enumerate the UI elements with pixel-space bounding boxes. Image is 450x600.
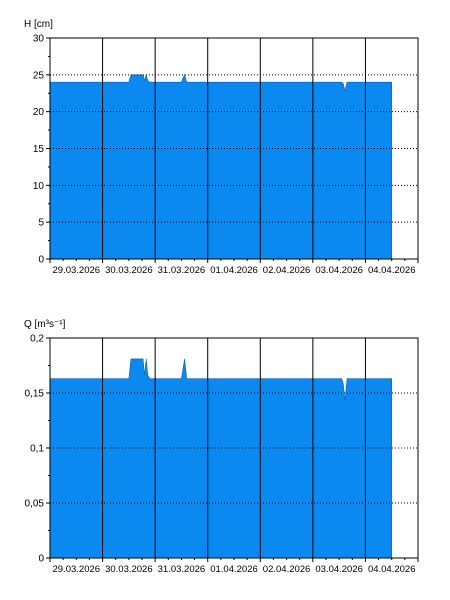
x-tick-label: 30.03.2026 bbox=[105, 265, 153, 276]
water-level-chart: 0 5 10 15 20 25 30 29.03.2026 30.03.2026 31.03.20… bbox=[24, 19, 419, 276]
y-tick-label: 5 bbox=[38, 218, 44, 229]
x-tick-label: 02.04.2026 bbox=[263, 564, 311, 575]
x-tick-label: 03.04.2026 bbox=[315, 564, 363, 575]
x-tick-label: 01.04.2026 bbox=[210, 265, 258, 276]
y-axis-label: H [cm] bbox=[24, 19, 53, 30]
x-tick-label: 31.03.2026 bbox=[158, 265, 206, 276]
y-tick-label: 0 bbox=[38, 554, 44, 565]
discharge-chart: 0 0,05 0,1 0,15 0,2 29.03.2026 30.03.2026 31.03… bbox=[24, 319, 419, 575]
y-tick-label: 0 bbox=[38, 255, 44, 266]
x-tick-label: 31.03.2026 bbox=[158, 564, 206, 575]
x-tick-label: 29.03.2026 bbox=[53, 265, 101, 276]
y-tick-label: 0,2 bbox=[30, 334, 44, 345]
x-tick-label: 29.03.2026 bbox=[53, 564, 101, 575]
series-area bbox=[49, 358, 393, 559]
y-tick-label: 0,15 bbox=[25, 389, 45, 400]
y-tick-label: 25 bbox=[33, 70, 45, 81]
x-tick-label: 03.04.2026 bbox=[315, 265, 363, 276]
y-tick-label: 30 bbox=[33, 34, 45, 45]
x-tick-label: 01.04.2026 bbox=[210, 564, 258, 575]
series-area bbox=[49, 73, 393, 260]
y-tick-label: 15 bbox=[33, 144, 45, 155]
y-tick-label: 20 bbox=[33, 107, 45, 118]
y-tick-label: 10 bbox=[33, 181, 45, 192]
y-tick-label: 0,1 bbox=[30, 444, 44, 455]
x-tick-label: 04.04.2026 bbox=[368, 265, 416, 276]
y-tick-label: 0,05 bbox=[25, 499, 45, 510]
x-tick-label: 30.03.2026 bbox=[105, 564, 153, 575]
y-axis-label: Q [m³s⁻¹] bbox=[24, 319, 66, 330]
x-tick-label: 02.04.2026 bbox=[263, 265, 311, 276]
x-tick-label: 04.04.2026 bbox=[368, 564, 416, 575]
